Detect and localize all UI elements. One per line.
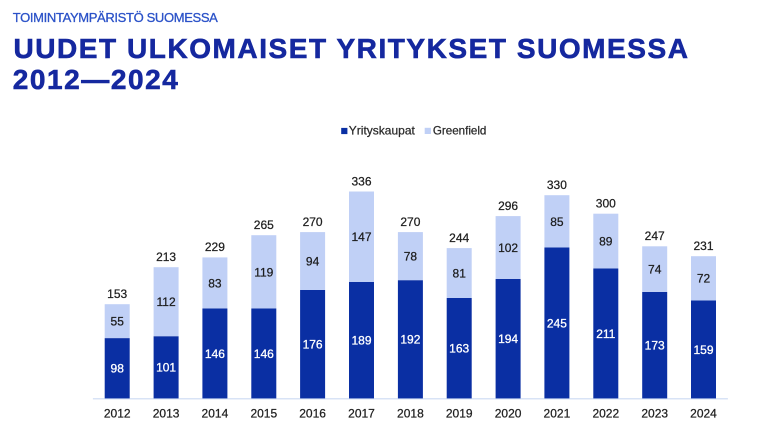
- svg-text:247: 247: [645, 229, 665, 243]
- svg-text:UUDET ULKOMAISET YRITYKSET SUO: UUDET ULKOMAISET YRITYKSET SUOMESSA: [14, 33, 690, 64]
- svg-text:94: 94: [306, 255, 320, 269]
- svg-text:163: 163: [449, 342, 469, 356]
- svg-text:102: 102: [498, 241, 518, 255]
- svg-text:2019: 2019: [446, 407, 473, 421]
- svg-text:213: 213: [156, 250, 176, 264]
- svg-text:2014: 2014: [202, 407, 229, 421]
- svg-text:231: 231: [693, 239, 713, 253]
- svg-text:146: 146: [254, 347, 274, 361]
- svg-text:72: 72: [697, 272, 711, 286]
- svg-text:98: 98: [111, 362, 125, 376]
- svg-text:2020: 2020: [495, 407, 522, 421]
- svg-text:2013: 2013: [153, 407, 180, 421]
- svg-text:85: 85: [550, 215, 564, 229]
- svg-text:265: 265: [254, 218, 274, 232]
- svg-text:2022: 2022: [592, 407, 619, 421]
- svg-text:229: 229: [205, 240, 225, 254]
- svg-text:2015: 2015: [250, 407, 277, 421]
- svg-text:2023: 2023: [641, 407, 668, 421]
- svg-text:176: 176: [303, 338, 323, 352]
- svg-text:270: 270: [303, 215, 323, 229]
- svg-text:336: 336: [351, 174, 371, 188]
- svg-text:211: 211: [596, 327, 615, 341]
- svg-text:330: 330: [547, 178, 567, 192]
- svg-text:173: 173: [645, 339, 665, 353]
- svg-text:2018: 2018: [397, 407, 424, 421]
- svg-text:194: 194: [498, 332, 518, 346]
- svg-text:189: 189: [351, 334, 371, 348]
- svg-text:112: 112: [157, 295, 176, 309]
- svg-text:74: 74: [648, 263, 662, 277]
- svg-text:2016: 2016: [299, 407, 326, 421]
- svg-text:245: 245: [547, 316, 567, 330]
- svg-text:296: 296: [498, 199, 518, 213]
- svg-text:2021: 2021: [544, 407, 571, 421]
- svg-text:146: 146: [205, 347, 225, 361]
- svg-text:Greenfield: Greenfield: [433, 125, 487, 138]
- svg-text:2012: 2012: [104, 407, 131, 421]
- svg-text:55: 55: [111, 315, 125, 329]
- svg-text:78: 78: [404, 250, 418, 264]
- svg-text:119: 119: [254, 265, 273, 279]
- svg-text:244: 244: [449, 231, 469, 245]
- svg-text:TOIMINTAYMPÄRISTÖ SUOMESSA: TOIMINTAYMPÄRISTÖ SUOMESSA: [13, 10, 218, 25]
- svg-text:270: 270: [400, 215, 420, 229]
- svg-text:300: 300: [596, 197, 616, 211]
- svg-text:2012—2024: 2012—2024: [13, 64, 180, 95]
- svg-text:2024: 2024: [690, 407, 717, 421]
- svg-text:192: 192: [400, 333, 420, 347]
- svg-text:159: 159: [693, 343, 713, 357]
- svg-text:101: 101: [156, 361, 176, 375]
- svg-text:2017: 2017: [348, 407, 375, 421]
- svg-text:89: 89: [599, 235, 613, 249]
- svg-text:Yrityskaupat: Yrityskaupat: [349, 124, 416, 138]
- svg-text:83: 83: [208, 276, 222, 290]
- svg-text:81: 81: [453, 267, 467, 281]
- svg-text:147: 147: [351, 230, 371, 244]
- svg-text:153: 153: [107, 287, 127, 301]
